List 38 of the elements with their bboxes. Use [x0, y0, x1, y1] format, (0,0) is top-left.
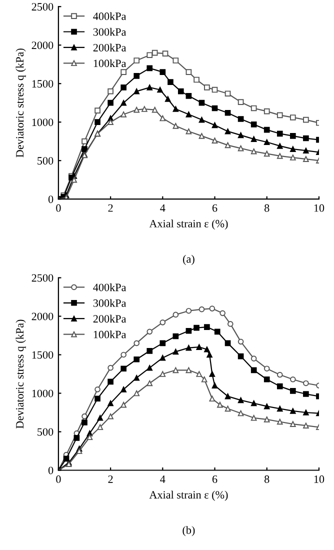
x-tick-label: 0 — [56, 475, 61, 483]
x-tick-label: 6 — [212, 475, 218, 483]
text: (b) — [182, 526, 195, 536]
x-tick-label: 2 — [108, 475, 113, 483]
legend-label: 400kPa — [93, 283, 126, 292]
x-tick-label: 4 — [160, 204, 166, 212]
legend-label: 200kPa — [93, 314, 126, 323]
x-tick-label: 6 — [212, 204, 218, 212]
x-tick-label: 0 — [56, 204, 61, 212]
y-tick-label: 500 — [38, 428, 54, 436]
x-tick-label: 10 — [314, 475, 324, 483]
legend-label: 400kPa — [93, 12, 126, 20]
legend-label: 300kPa — [93, 299, 126, 307]
y-tick-label: 2000 — [32, 312, 54, 320]
x-axis-title: Axial strain ε (%) — [149, 490, 228, 501]
y-tick-label: 2500 — [32, 3, 54, 11]
y-tick-label: 1500 — [32, 351, 54, 359]
legend-label: 100kPa — [94, 59, 126, 68]
y-tick-label: 1000 — [32, 390, 54, 398]
y-tick-label: 1500 — [32, 80, 54, 88]
x-axis-title: Axial strain ε (%) — [149, 220, 228, 230]
y-tick-label: 2500 — [32, 274, 54, 282]
y-tick-label: 2000 — [32, 42, 54, 50]
y-tick-label: 0 — [48, 466, 54, 474]
y-tick-label: 0 — [48, 196, 54, 204]
x-tick-label: 8 — [264, 475, 270, 483]
legend-label: 100kPa — [94, 330, 126, 338]
y-tick-label: 500 — [38, 157, 54, 165]
x-tick-label: 4 — [160, 476, 166, 483]
y-axis-title: Deviatoric stress q (kPa) — [16, 48, 26, 158]
y-tick-label: 1000 — [32, 118, 54, 126]
x-tick-label: 2 — [108, 204, 113, 212]
legend-label: 300kPa — [93, 28, 126, 36]
x-tick-label: 10 — [314, 204, 324, 212]
legend-label: 200kPa — [93, 44, 126, 52]
text: (a) — [183, 254, 194, 265]
y-axis-title: Deviatoric stress q (kPa) — [16, 320, 26, 428]
x-tick-label: 8 — [264, 204, 270, 212]
